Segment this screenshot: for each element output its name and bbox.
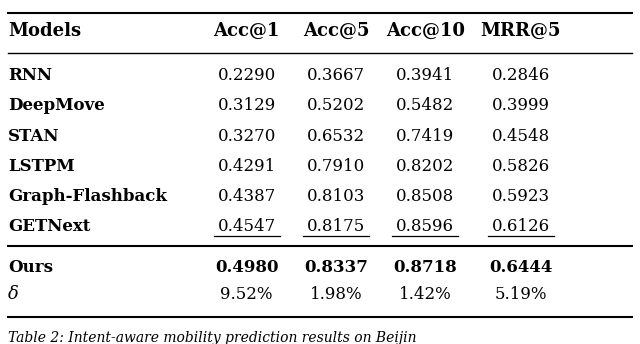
Text: Acc@1: Acc@1 [214,22,280,40]
Text: 0.8337: 0.8337 [304,259,368,276]
Text: 0.5482: 0.5482 [396,97,454,115]
Text: GETNext: GETNext [8,218,90,235]
Text: Models: Models [8,22,81,40]
Text: 5.19%: 5.19% [495,286,547,303]
Text: 0.8175: 0.8175 [307,218,365,235]
Text: 1.42%: 1.42% [399,286,451,303]
Text: STAN: STAN [8,128,60,144]
Text: 9.52%: 9.52% [220,286,273,303]
Text: RNN: RNN [8,67,52,84]
Text: 0.3999: 0.3999 [492,97,550,115]
Text: LSTPM: LSTPM [8,158,74,175]
Text: 0.2290: 0.2290 [218,67,276,84]
Text: 0.5923: 0.5923 [492,188,550,205]
Text: 0.3667: 0.3667 [307,67,365,84]
Text: 0.3270: 0.3270 [218,128,276,144]
Text: 0.8103: 0.8103 [307,188,365,205]
Text: Graph-Flashback: Graph-Flashback [8,188,167,205]
Text: Table 2: Intent-aware mobility prediction results on Beijin: Table 2: Intent-aware mobility predictio… [8,331,416,344]
Text: δ: δ [8,285,19,303]
Text: Ours: Ours [8,259,52,276]
Text: 0.6444: 0.6444 [489,259,552,276]
Text: 0.2846: 0.2846 [492,67,550,84]
Text: 0.5826: 0.5826 [492,158,550,175]
Text: Acc@10: Acc@10 [386,22,465,40]
Text: 0.4547: 0.4547 [218,218,276,235]
Text: 0.3941: 0.3941 [396,67,454,84]
Text: 0.8508: 0.8508 [396,188,454,205]
Text: 0.4387: 0.4387 [218,188,276,205]
Text: MRR@5: MRR@5 [481,22,561,40]
Text: 0.8202: 0.8202 [396,158,454,175]
Text: 0.4980: 0.4980 [215,259,278,276]
Text: 0.5202: 0.5202 [307,97,365,115]
Text: DeepMove: DeepMove [8,97,104,115]
Text: 0.4548: 0.4548 [492,128,550,144]
Text: 0.8718: 0.8718 [393,259,457,276]
Text: Acc@5: Acc@5 [303,22,369,40]
Text: 0.8596: 0.8596 [396,218,454,235]
Text: 1.98%: 1.98% [310,286,362,303]
Text: 0.7910: 0.7910 [307,158,365,175]
Text: 0.6126: 0.6126 [492,218,550,235]
Text: 0.3129: 0.3129 [218,97,276,115]
Text: 0.7419: 0.7419 [396,128,454,144]
Text: 0.6532: 0.6532 [307,128,365,144]
Text: 0.4291: 0.4291 [218,158,276,175]
